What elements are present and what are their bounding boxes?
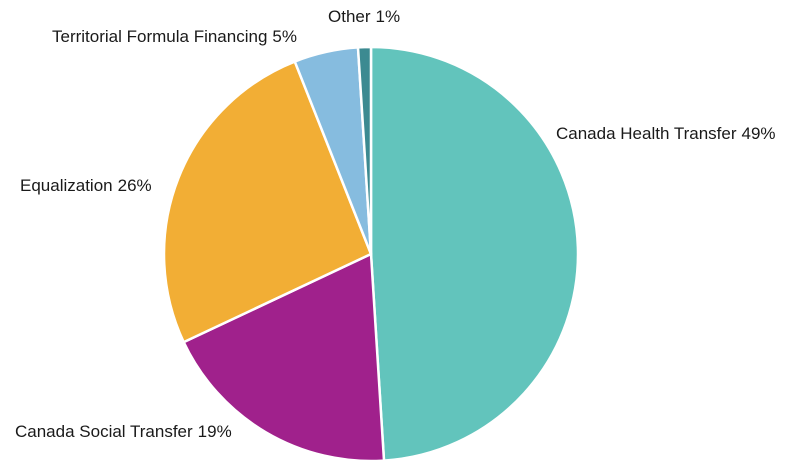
slice-label-name: Other <box>328 7 371 26</box>
slice-label-value: 1% <box>376 7 401 26</box>
slice-label: Canada Health Transfer 49% <box>556 124 776 143</box>
slice-label-value: 26% <box>118 176 152 195</box>
pie-slice <box>356 45 373 256</box>
slice-label-name: Canada Social Transfer <box>15 422 193 441</box>
slice-label-value: 19% <box>198 422 232 441</box>
slice-label-value: 5% <box>272 27 297 46</box>
slice-label: Equalization 26% <box>20 176 152 195</box>
slice-label: Territorial Formula Financing 5% <box>52 27 297 46</box>
slice-label-name: Canada Health Transfer <box>556 124 737 143</box>
slice-label: Canada Social Transfer 19% <box>15 422 232 441</box>
pie-slice <box>162 60 373 344</box>
pie-slice <box>369 45 580 461</box>
slice-label: Other 1% <box>328 7 400 26</box>
slice-label-name: Equalization <box>20 176 113 195</box>
slice-label-value: 49% <box>742 124 776 143</box>
slice-label-name: Territorial Formula Financing <box>52 27 267 46</box>
